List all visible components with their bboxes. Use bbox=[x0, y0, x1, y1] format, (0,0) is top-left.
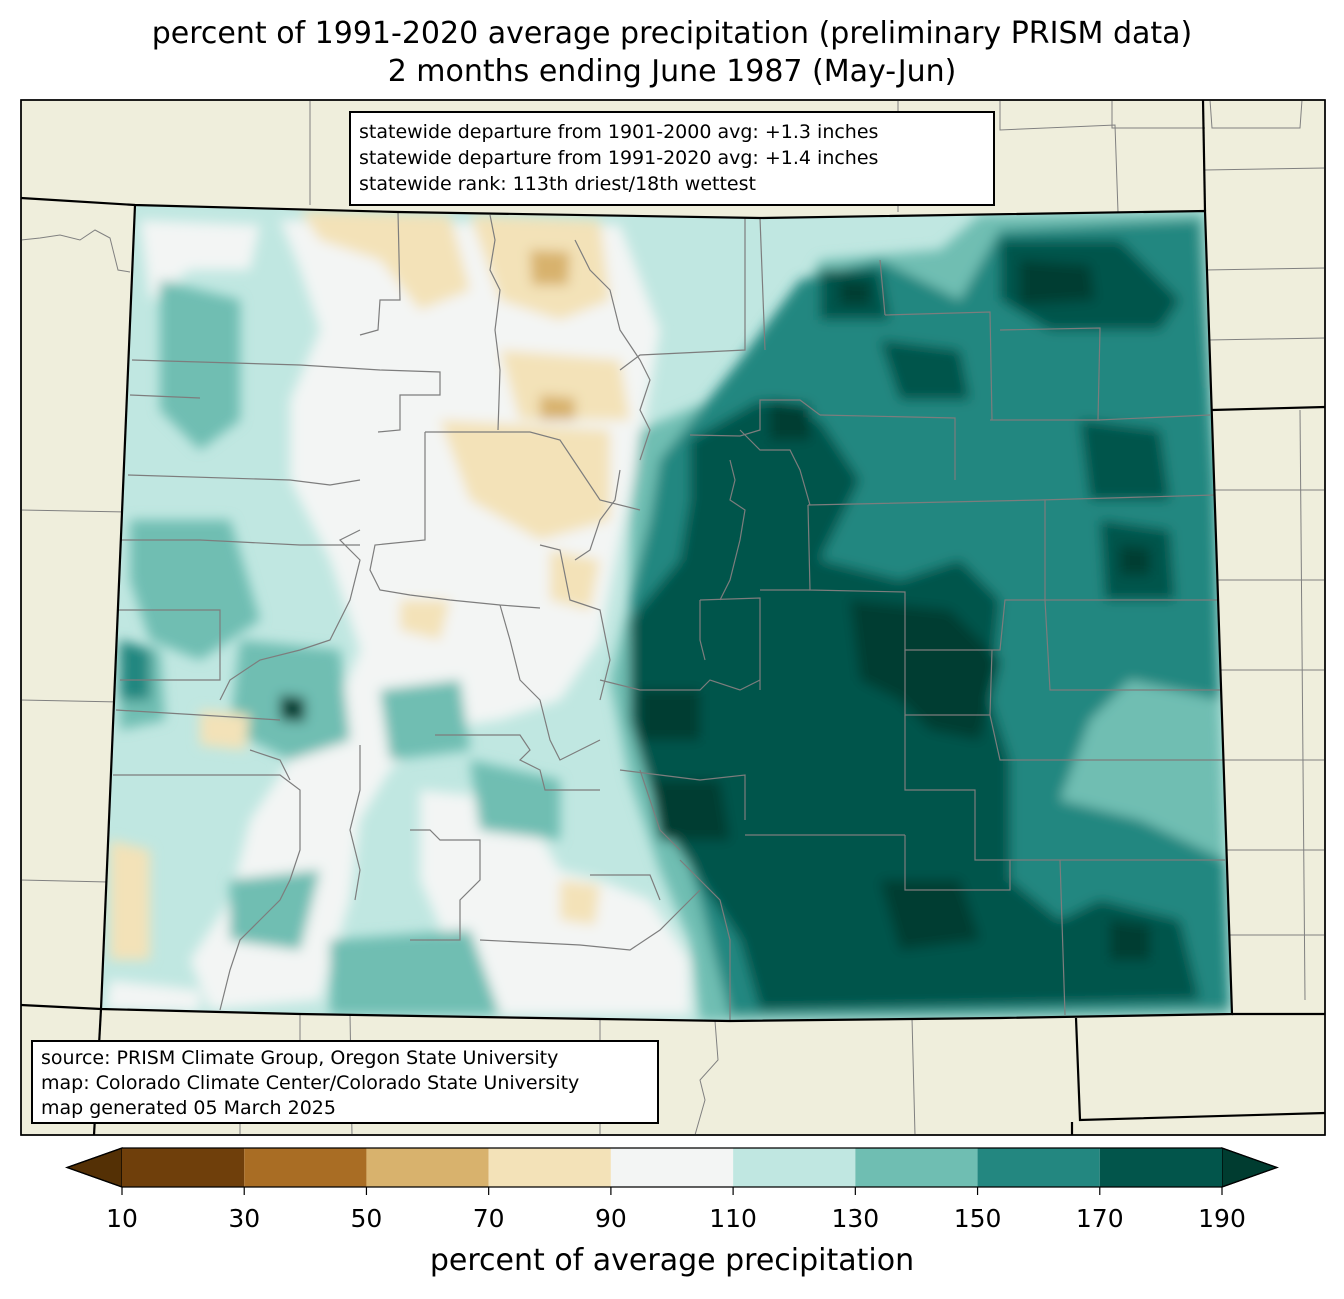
colorbar-tick-label: 50 bbox=[350, 1204, 383, 1233]
stats-line-1: statewide departure from 1901-2000 avg: … bbox=[359, 121, 879, 143]
colorbar bbox=[65, 1147, 1279, 1195]
colorbar-tick-label: 90 bbox=[594, 1204, 627, 1233]
colorbar-segment bbox=[488, 1148, 611, 1187]
colorbar-segment bbox=[366, 1148, 489, 1187]
source-credit-box: source: PRISM Climate Group, Oregon Stat… bbox=[31, 1040, 659, 1124]
source-line-1: source: PRISM Climate Group, Oregon Stat… bbox=[41, 1047, 559, 1069]
colorbar-tick-label: 10 bbox=[106, 1204, 138, 1233]
colorbar-under-arrow bbox=[65, 1147, 123, 1188]
colorbar-segment bbox=[1099, 1148, 1222, 1187]
colorbar-tick-label: 150 bbox=[953, 1204, 1002, 1233]
colorbar-segment bbox=[855, 1148, 978, 1187]
stats-line-3: statewide rank: 113th driest/18th wettes… bbox=[359, 173, 756, 195]
precipitation-field bbox=[101, 205, 1232, 1021]
colorbar-segment bbox=[244, 1148, 367, 1187]
colorbar-over-arrow bbox=[1221, 1147, 1279, 1188]
colorbar-tick-label: 130 bbox=[831, 1204, 880, 1233]
source-line-3: map generated 05 March 2025 bbox=[41, 1097, 336, 1119]
county-lines bbox=[113, 211, 1225, 1020]
colorbar-tick-label: 190 bbox=[1198, 1204, 1246, 1233]
colorbar-tick-label: 30 bbox=[228, 1204, 261, 1233]
colorbar-label: percent of average precipitation bbox=[429, 1243, 915, 1278]
map-title: percent of 1991-2020 average precipitati… bbox=[151, 16, 1193, 51]
colorbar-segment bbox=[610, 1148, 734, 1187]
colorbar-tick-label: 110 bbox=[709, 1204, 757, 1233]
state-borders bbox=[21, 100, 1325, 1135]
neighbor-county-lines bbox=[21, 100, 1325, 1135]
colorbar-segment bbox=[977, 1148, 1100, 1187]
map-subtitle: 2 months ending June 1987 (May-Jun) bbox=[387, 54, 957, 89]
source-line-2: map: Colorado Climate Center/Colorado St… bbox=[41, 1072, 580, 1094]
statewide-stats-box: statewide departure from 1901-2000 avg: … bbox=[349, 111, 995, 206]
stats-line-2: statewide departure from 1991-2020 avg: … bbox=[359, 147, 879, 169]
colorbar-tick-label: 170 bbox=[1075, 1204, 1124, 1233]
colorbar-segment bbox=[122, 1148, 245, 1187]
colorbar-segment bbox=[733, 1148, 856, 1187]
colorbar-tick-label: 70 bbox=[472, 1204, 505, 1233]
